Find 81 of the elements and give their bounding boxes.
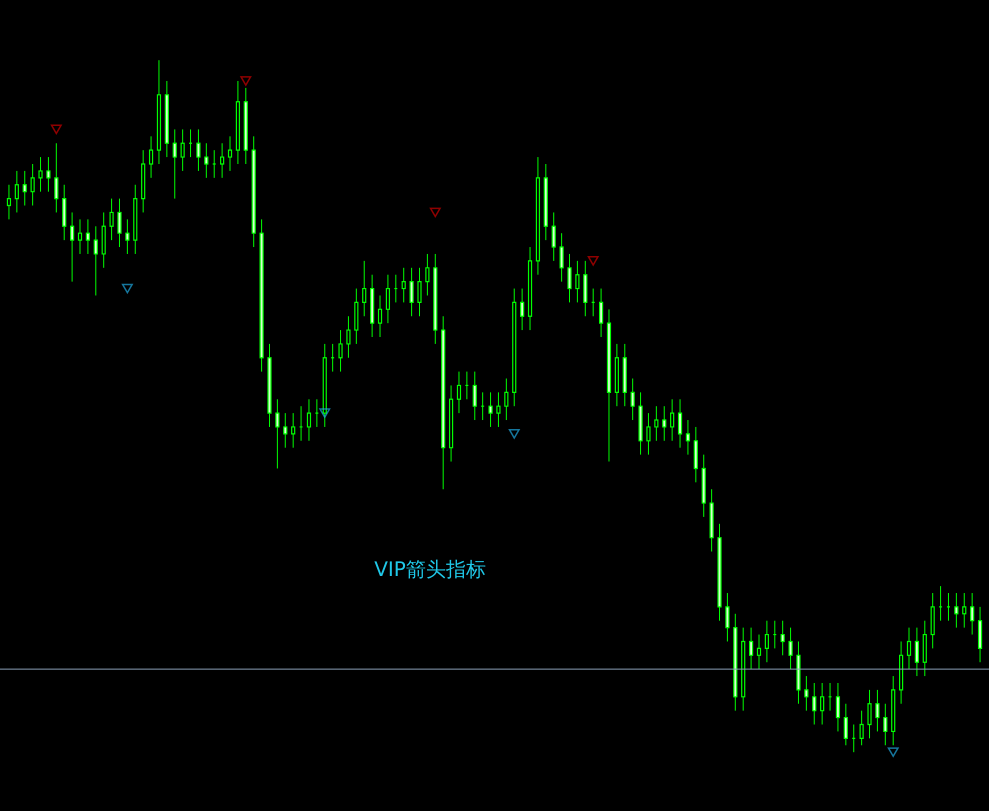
candlestick	[756, 634, 762, 670]
candlestick	[46, 156, 51, 192]
candlestick	[575, 260, 580, 303]
candlestick	[204, 142, 208, 178]
candlestick	[362, 260, 366, 317]
candlestick	[54, 142, 58, 213]
candlestick	[425, 253, 430, 296]
candlestick	[86, 218, 90, 254]
candlestick	[764, 620, 769, 663]
candlestick	[520, 288, 524, 331]
candlestick	[598, 288, 604, 338]
candlestick	[94, 226, 98, 296]
candlestick	[560, 232, 564, 282]
point	[508, 429, 520, 439]
candlestick	[78, 218, 82, 254]
point	[588, 256, 599, 266]
candlestick	[496, 392, 501, 428]
candlestick	[670, 398, 674, 442]
point	[430, 208, 441, 218]
candlestick	[844, 703, 848, 746]
candlestick	[417, 267, 422, 317]
candlestick	[678, 398, 682, 448]
candlestick	[804, 676, 808, 712]
candlestick	[38, 156, 43, 192]
candlestick	[291, 412, 296, 448]
candlestick	[867, 689, 872, 739]
candlestick	[780, 620, 785, 656]
candlestick	[148, 136, 154, 178]
candlestick	[725, 592, 730, 642]
candlestick	[220, 142, 224, 178]
candlestick	[748, 627, 754, 670]
candlestick	[456, 371, 462, 414]
candlestick	[6, 184, 12, 220]
candlestick	[180, 128, 185, 172]
candlestick	[109, 198, 114, 241]
candlestick	[646, 412, 651, 456]
candlestick	[117, 198, 122, 248]
candlestick	[875, 689, 880, 732]
candlestick	[914, 627, 919, 677]
candlestick	[22, 170, 27, 206]
candlestick	[504, 378, 508, 421]
candlestick	[820, 682, 824, 726]
candlestick	[860, 710, 864, 746]
candlestick	[662, 406, 666, 442]
candlestick	[386, 274, 390, 324]
candlestick	[788, 627, 793, 670]
candlestick	[30, 164, 35, 206]
candlestick	[14, 170, 19, 213]
candlestick	[552, 212, 556, 262]
candlestick	[962, 592, 966, 628]
point	[122, 284, 133, 294]
candlestick	[812, 682, 816, 726]
point	[888, 747, 899, 758]
candlestick	[472, 371, 477, 421]
annotation: VIP箭头指标	[374, 557, 486, 581]
candlestick	[70, 212, 74, 282]
point	[50, 124, 62, 134]
point	[240, 76, 252, 86]
candlestick	[283, 412, 288, 448]
candlestick	[883, 703, 888, 746]
candlestick	[346, 316, 351, 358]
candlestick	[275, 398, 280, 469]
candlestick	[954, 592, 958, 628]
candlestick	[488, 392, 493, 428]
candlestick	[686, 420, 690, 456]
candlestick	[306, 398, 312, 442]
candlestick	[906, 627, 912, 670]
candlestick	[654, 406, 658, 442]
candlestick	[402, 267, 406, 303]
candlestick	[970, 592, 974, 636]
candlestick	[196, 128, 201, 172]
candlestick	[410, 267, 414, 317]
candlestick	[567, 253, 572, 303]
candlestick	[172, 128, 177, 200]
point	[319, 408, 330, 418]
candlestick	[630, 378, 635, 421]
candlestick	[836, 682, 840, 732]
candlestick	[338, 330, 343, 372]
candlestick	[228, 136, 232, 172]
candlestick	[378, 294, 382, 338]
candlestick	[125, 218, 130, 254]
